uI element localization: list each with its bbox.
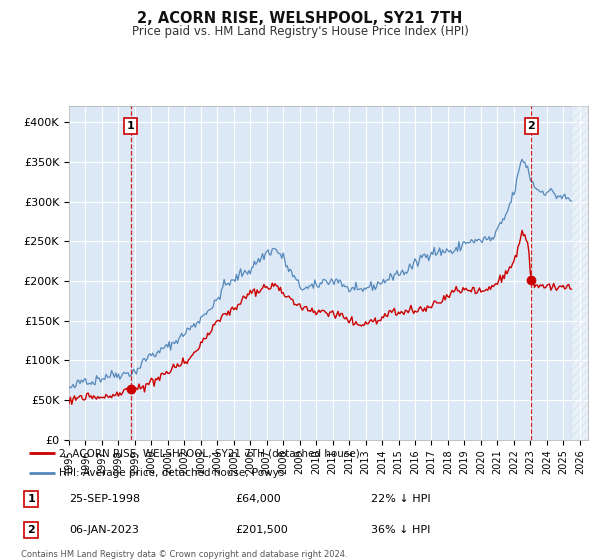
Text: £201,500: £201,500	[235, 525, 288, 535]
Text: Contains HM Land Registry data © Crown copyright and database right 2024.
This d: Contains HM Land Registry data © Crown c…	[21, 550, 347, 560]
Text: 1: 1	[127, 121, 134, 131]
Text: Price paid vs. HM Land Registry's House Price Index (HPI): Price paid vs. HM Land Registry's House …	[131, 25, 469, 38]
Text: 1: 1	[27, 494, 35, 504]
Text: 25-SEP-1998: 25-SEP-1998	[69, 494, 140, 504]
Text: 2, ACORN RISE, WELSHPOOL, SY21 7TH: 2, ACORN RISE, WELSHPOOL, SY21 7TH	[137, 11, 463, 26]
Text: £64,000: £64,000	[235, 494, 281, 504]
Text: 2, ACORN RISE, WELSHPOOL, SY21 7TH (detached house): 2, ACORN RISE, WELSHPOOL, SY21 7TH (deta…	[59, 448, 360, 458]
Text: 36% ↓ HPI: 36% ↓ HPI	[371, 525, 430, 535]
Text: 2: 2	[527, 121, 535, 131]
Text: 22% ↓ HPI: 22% ↓ HPI	[371, 494, 430, 504]
Text: 2: 2	[27, 525, 35, 535]
Text: 06-JAN-2023: 06-JAN-2023	[69, 525, 139, 535]
Text: HPI: Average price, detached house, Powys: HPI: Average price, detached house, Powy…	[59, 468, 284, 478]
